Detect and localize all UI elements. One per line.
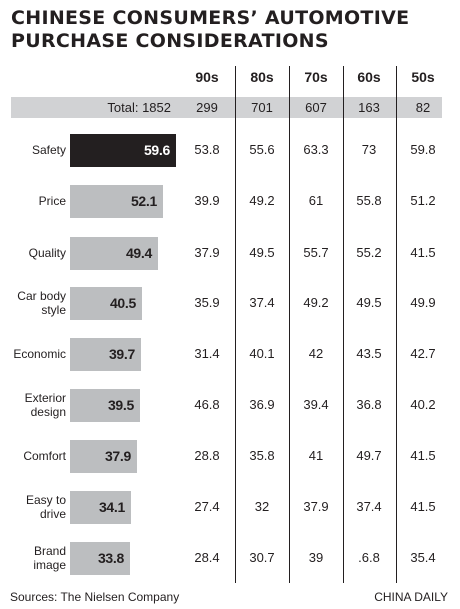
column-header-50s: 50s <box>411 69 435 85</box>
bar <box>70 134 176 167</box>
row-label: Car body style <box>17 289 66 317</box>
total-value-50s: 82 <box>415 100 431 115</box>
row-label: Safety <box>31 143 66 157</box>
table-cell: 28.4 <box>194 550 220 565</box>
bar <box>70 440 137 473</box>
total-value-60s: 163 <box>358 100 380 115</box>
table-cell: 61 <box>308 193 324 208</box>
table-cell: 37.9 <box>194 245 220 260</box>
bar-value-label: 39.7 <box>108 346 135 362</box>
table-cell: 46.8 <box>194 397 220 412</box>
table-cell: 31.4 <box>194 346 220 361</box>
table-cell: 32 <box>254 499 270 514</box>
total-band <box>11 97 442 118</box>
column-divider <box>289 66 291 593</box>
table-cell: 27.4 <box>194 499 220 514</box>
table-cell: 35.9 <box>194 295 220 310</box>
column-divider <box>343 66 345 593</box>
table-cell: 40.1 <box>249 346 275 361</box>
table-cell: 41.5 <box>410 448 436 463</box>
bar-value-label: 59.6 <box>143 142 170 158</box>
bar <box>70 185 163 218</box>
bar <box>70 491 131 524</box>
column-header-70s: 70s <box>304 69 328 85</box>
bar-value-label: 52.1 <box>130 193 157 209</box>
table-cell: 49.2 <box>249 193 275 208</box>
total-label: Total: 1852 <box>107 100 171 115</box>
table-cell: 73 <box>361 142 377 157</box>
table-cell: 28.8 <box>194 448 220 463</box>
table-cell: 41.5 <box>410 245 436 260</box>
table-cell: 39.9 <box>194 193 220 208</box>
table-cell: 35.4 <box>410 550 436 565</box>
table-cell: 39 <box>308 550 324 565</box>
table-cell: 49.5 <box>356 295 382 310</box>
table-cell: 55.8 <box>356 193 382 208</box>
footer <box>0 583 460 609</box>
table-cell: 55.7 <box>303 245 329 260</box>
table-cell: 59.8 <box>410 142 436 157</box>
table-cell: 37.4 <box>356 499 382 514</box>
column-divider <box>396 66 398 593</box>
table-cell: 30.7 <box>249 550 275 565</box>
table-cell: 49.2 <box>303 295 329 310</box>
column-header-90s: 90s <box>195 69 219 85</box>
bar-value-label: 34.1 <box>98 499 125 515</box>
table-cell: 51.2 <box>410 193 436 208</box>
row-label: Brand image <box>33 544 66 572</box>
table-cell: 35.8 <box>249 448 275 463</box>
table-cell: 36.9 <box>249 397 275 412</box>
table-cell: 42 <box>308 346 324 361</box>
total-value-80s: 701 <box>251 100 273 115</box>
bar <box>70 237 158 270</box>
bar <box>70 542 130 575</box>
row-label: Economic <box>13 347 66 361</box>
bar-value-label: 49.4 <box>125 245 152 261</box>
table-cell: 41.5 <box>410 499 436 514</box>
table-cell: 53.8 <box>194 142 220 157</box>
table-cell: 39.4 <box>303 397 329 412</box>
column-header-60s: 60s <box>357 69 381 85</box>
bar-value-label: 37.9 <box>104 448 131 464</box>
table-cell: 49.9 <box>410 295 436 310</box>
bar <box>70 287 142 320</box>
row-label: Exterior design <box>24 391 66 419</box>
bar-value-label: 40.5 <box>109 295 136 311</box>
table-cell: 37.4 <box>249 295 275 310</box>
table-cell: 55.2 <box>356 245 382 260</box>
row-label: Quality <box>28 246 66 260</box>
total-value-70s: 607 <box>305 100 327 115</box>
row-label: Easy to drive <box>25 493 66 521</box>
row-label: Price <box>38 194 66 208</box>
table-cell: 36.8 <box>356 397 382 412</box>
column-divider <box>235 66 237 593</box>
table-cell: 55.6 <box>249 142 275 157</box>
table-cell: 63.3 <box>303 142 329 157</box>
table-cell: 49.5 <box>249 245 275 260</box>
column-header-80s: 80s <box>250 69 274 85</box>
chart-title: CHINESE CONSUMERS’ AUTOMOTIVE PURCHASE C… <box>11 7 410 52</box>
table-cell: 40.2 <box>410 397 436 412</box>
table-cell: 37.9 <box>303 499 329 514</box>
bar <box>70 389 140 422</box>
table-cell: 41 <box>308 448 324 463</box>
table-cell: 42.7 <box>410 346 436 361</box>
bar-value-label: 33.8 <box>97 550 124 566</box>
bar <box>70 338 141 371</box>
source-note: Sources: The Nielsen Company <box>10 590 180 604</box>
total-value-90s: 299 <box>196 100 218 115</box>
bar-value-label: 39.5 <box>107 397 134 413</box>
row-label: Comfort <box>23 449 66 463</box>
table-cell: 49.7 <box>356 448 382 463</box>
credit-note: CHINA DAILY <box>374 590 448 604</box>
table-cell: 43.5 <box>356 346 382 361</box>
table-cell: .6.8 <box>358 550 380 565</box>
